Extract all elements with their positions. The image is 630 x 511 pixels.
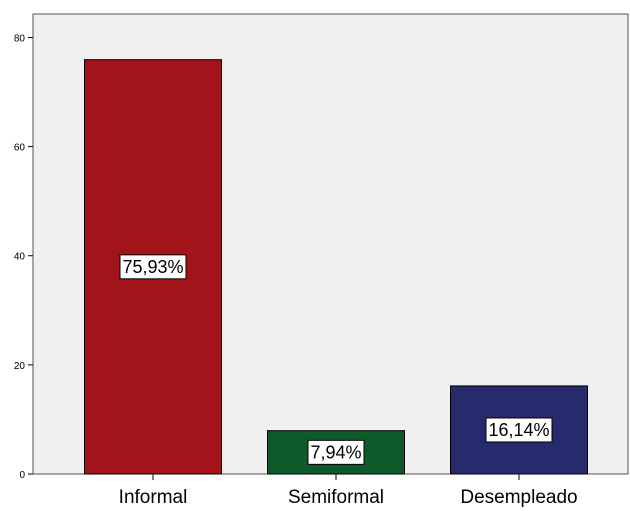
x-tick-label: Desempleado (460, 487, 577, 508)
data-label-box (119, 254, 187, 280)
y-tick-label: 20 (14, 361, 26, 372)
x-tick-label: Semiformal (288, 487, 384, 508)
y-tick-label: 80 (14, 33, 26, 44)
x-axis: Informal Semiformal Desempleado (119, 474, 578, 508)
y-tick-label: 40 (14, 252, 26, 263)
bars: 75,93% 7,94% 16,14% (84, 59, 588, 475)
data-label-box (485, 417, 553, 443)
y-tick-label: 0 (19, 470, 25, 481)
data-label: 16,14% (488, 420, 549, 440)
x-tick-label: Informal (119, 487, 188, 508)
data-label: 75,93% (122, 257, 183, 277)
y-tick-label: 60 (14, 143, 26, 154)
y-axis: 0 20 40 60 80 (14, 33, 33, 481)
data-label-box (307, 439, 365, 465)
data-label: 7,94% (310, 442, 361, 462)
